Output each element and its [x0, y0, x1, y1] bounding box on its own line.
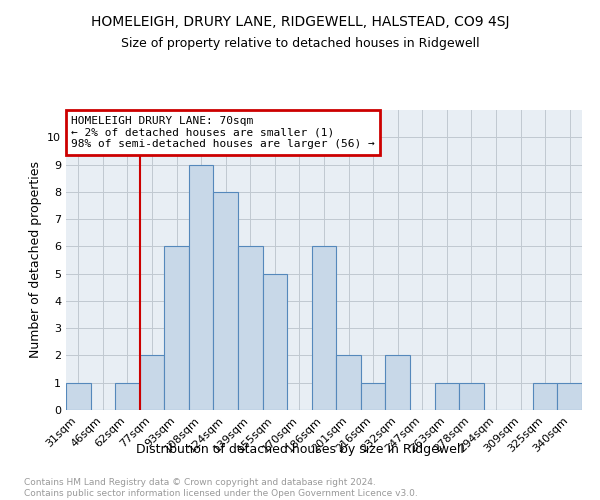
- Bar: [385, 356, 410, 410]
- Bar: [66, 382, 91, 410]
- Bar: [312, 246, 336, 410]
- Bar: [434, 382, 459, 410]
- Bar: [533, 382, 557, 410]
- Y-axis label: Number of detached properties: Number of detached properties: [29, 162, 41, 358]
- Bar: [557, 382, 582, 410]
- Bar: [336, 356, 361, 410]
- Bar: [189, 164, 214, 410]
- Bar: [459, 382, 484, 410]
- Text: HOMELEIGH DRURY LANE: 70sqm
← 2% of detached houses are smaller (1)
98% of semi-: HOMELEIGH DRURY LANE: 70sqm ← 2% of deta…: [71, 116, 375, 149]
- Bar: [361, 382, 385, 410]
- Bar: [263, 274, 287, 410]
- Bar: [214, 192, 238, 410]
- Text: HOMELEIGH, DRURY LANE, RIDGEWELL, HALSTEAD, CO9 4SJ: HOMELEIGH, DRURY LANE, RIDGEWELL, HALSTE…: [91, 15, 509, 29]
- Bar: [115, 382, 140, 410]
- Bar: [140, 356, 164, 410]
- Text: Distribution of detached houses by size in Ridgewell: Distribution of detached houses by size …: [136, 442, 464, 456]
- Bar: [164, 246, 189, 410]
- Bar: [238, 246, 263, 410]
- Text: Contains HM Land Registry data © Crown copyright and database right 2024.
Contai: Contains HM Land Registry data © Crown c…: [24, 478, 418, 498]
- Text: Size of property relative to detached houses in Ridgewell: Size of property relative to detached ho…: [121, 38, 479, 51]
